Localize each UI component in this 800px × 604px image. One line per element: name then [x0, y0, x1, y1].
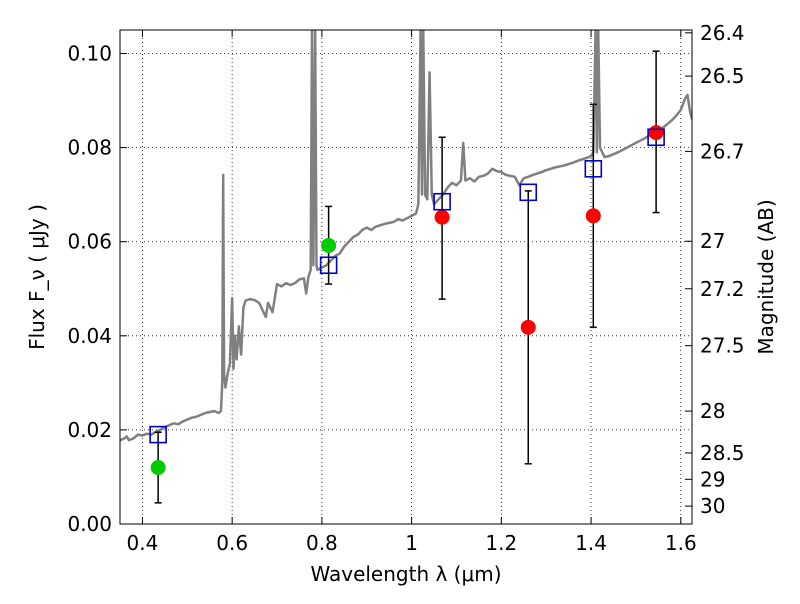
- data-point: [648, 125, 664, 141]
- x-tick-label: 0.4: [127, 531, 159, 555]
- right-tick-label: 26.4: [700, 21, 745, 45]
- model-photometry-marker: [319, 256, 338, 275]
- model-photometry-marker: [647, 128, 665, 147]
- model-photometry-marker: [433, 192, 451, 211]
- y-axis-label-right: Magnitude (AB): [754, 199, 778, 354]
- x-tick-label: 1: [405, 531, 418, 555]
- right-tick-label: 26.7: [700, 139, 745, 163]
- series-layer: [120, 30, 692, 504]
- x-tick-label: 0.6: [216, 531, 248, 555]
- right-tick-label: 28.5: [700, 441, 745, 465]
- y-tick-label: 0.10: [67, 42, 112, 66]
- y-tick-label: 0.02: [67, 418, 112, 442]
- right-tick-label: 29: [700, 467, 725, 491]
- model-photometry-marker: [519, 183, 538, 202]
- right-tick-label: 28: [700, 399, 725, 423]
- x-tick-label: 1.4: [575, 531, 607, 555]
- x-tick-label: 1.6: [665, 531, 697, 555]
- x-tick-label: 1.2: [485, 531, 517, 555]
- right-tick-label: 27.2: [700, 277, 745, 301]
- y-tick-label: 0.06: [67, 230, 112, 254]
- x-axis-label: Wavelength λ (μm): [310, 562, 501, 586]
- model-photometry-marker: [149, 425, 167, 444]
- data-point: [585, 208, 601, 224]
- data-point: [321, 237, 337, 253]
- y-tick-label: 0.00: [67, 512, 112, 536]
- x-tick-label: 0.8: [306, 531, 338, 555]
- y-tick-label: 0.04: [67, 324, 112, 348]
- data-point: [434, 209, 450, 225]
- grid-layer: [120, 30, 692, 525]
- y-tick-label: 0.08: [67, 136, 112, 160]
- right-tick-label: 27: [700, 229, 725, 253]
- model-spectrum-line: [120, 30, 692, 442]
- model-photometry-marker: [584, 159, 603, 178]
- right-tick-label: 30: [700, 494, 725, 518]
- right-tick-label: 26.5: [700, 64, 745, 88]
- plot-frame: [119, 29, 693, 525]
- data-point: [150, 460, 166, 476]
- right-tick-label: 27.5: [700, 334, 745, 358]
- y-axis-label: Flux F_ν ( μJy ): [25, 204, 49, 350]
- tick-layer: 0.4 0.6 0.8 1 1.2 1.4 1.6 0.00 0.02 0.04 0.06 0.08 0…: [67, 21, 744, 555]
- data-point: [520, 319, 536, 335]
